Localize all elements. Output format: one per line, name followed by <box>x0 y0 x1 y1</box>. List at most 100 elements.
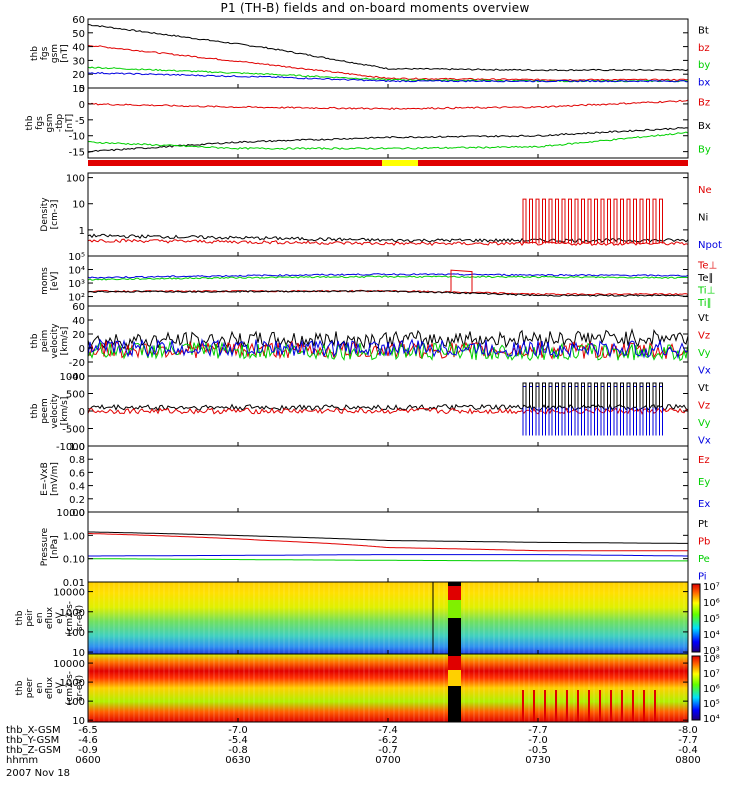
y-axis-label: peim <box>40 330 50 353</box>
legend-entry: By <box>698 144 711 155</box>
ephemeris-value: -6.5 <box>78 725 98 736</box>
heatmap-texture <box>308 582 310 654</box>
y-axis-label: eflux <box>45 606 55 629</box>
heatmap-texture <box>93 582 95 654</box>
panel-plot-area-10 <box>88 654 688 722</box>
legend-entry: Vy <box>698 418 711 429</box>
heatmap-texture <box>493 582 495 654</box>
legend-entry: Bt <box>698 26 709 37</box>
heatmap-texture <box>253 654 255 722</box>
heatmap-texture <box>608 654 610 722</box>
heatmap-texture <box>433 582 435 654</box>
heatmap-texture <box>128 654 130 722</box>
heatmap-texture <box>98 654 100 722</box>
heatmap-texture <box>113 582 115 654</box>
heatmap-texture <box>648 654 650 722</box>
heatmap-texture <box>443 582 445 654</box>
heatmap-texture <box>558 582 560 654</box>
series-line-bz <box>88 44 688 81</box>
heatmap-texture <box>238 582 240 654</box>
y-tick-label: -5 <box>75 116 85 127</box>
heatmap-texture <box>308 654 310 722</box>
heatmap-texture <box>658 654 660 722</box>
y-tick-label: 10³ <box>68 279 85 290</box>
legend-entry: Pb <box>698 536 710 547</box>
heatmap-texture <box>258 654 260 722</box>
heatmap-texture <box>548 582 550 654</box>
legend-entry: Vz <box>698 330 710 341</box>
heatmap-texture <box>103 582 105 654</box>
heatmap-texture <box>253 582 255 654</box>
y-tick-label: -1000 <box>56 442 85 453</box>
periodic-segment <box>522 198 663 244</box>
y-tick-label: 0.0 <box>69 508 85 519</box>
heatmap-texture <box>198 654 200 722</box>
heatmap-texture <box>108 654 110 722</box>
heatmap-texture <box>208 582 210 654</box>
heatmap-texture <box>138 654 140 722</box>
heatmap-texture <box>228 582 230 654</box>
legend-entry: Vt <box>698 313 709 324</box>
heatmap-texture <box>498 654 500 722</box>
heatmap-texture <box>433 654 435 722</box>
legend-entry: Ne <box>698 185 712 196</box>
heatmap-texture <box>373 582 375 654</box>
y-tick-label: 0.01 <box>63 578 85 589</box>
heatmap-texture <box>443 654 445 722</box>
heatmap-texture <box>173 654 175 722</box>
heatmap-texture <box>408 582 410 654</box>
y-axis-label: moms <box>40 267 50 295</box>
heatmap-texture <box>628 654 630 722</box>
colorbar-tick-label: 10⁷ <box>703 669 720 680</box>
panel-plot-area-8 <box>88 531 688 562</box>
heatmap-texture <box>203 582 205 654</box>
heatmap-texture <box>278 582 280 654</box>
y-axis-label: eV <box>55 611 65 624</box>
ephemeris-value: -0.8 <box>228 745 248 756</box>
ephemeris-value: -0.5 <box>528 745 548 756</box>
heatmap-texture <box>128 582 130 654</box>
heatmap-texture <box>513 582 515 654</box>
heatmap-texture <box>223 582 225 654</box>
heatmap-texture <box>343 654 345 722</box>
heatmap-texture <box>323 582 325 654</box>
y-tick-label: 0.10 <box>63 555 85 566</box>
y-tick-label: 1.0 <box>69 442 85 453</box>
heatmap-texture <box>138 582 140 654</box>
heatmap-texture <box>463 582 465 654</box>
gap-band <box>448 600 461 618</box>
heatmap-texture <box>563 654 565 722</box>
legend-entry: bz <box>698 43 710 54</box>
heatmap-texture <box>683 582 685 654</box>
y-axis-label: en <box>35 682 45 693</box>
heatmap-texture <box>658 582 660 654</box>
heatmap-texture <box>378 654 380 722</box>
heatmap-texture <box>598 582 600 654</box>
heatmap-texture <box>208 654 210 722</box>
heatmap-texture <box>333 582 335 654</box>
panel-plot-area-2 <box>88 99 688 153</box>
heatmap-texture <box>368 654 370 722</box>
y-tick-label: 1000 <box>60 372 85 383</box>
heatmap-texture <box>678 582 680 654</box>
heatmap-texture <box>653 654 655 722</box>
gap-band <box>448 656 461 670</box>
colorbar-tick-label: 10⁵ <box>703 614 720 625</box>
heatmap-texture <box>618 582 620 654</box>
heatmap-texture <box>393 582 395 654</box>
heatmap-texture <box>298 582 300 654</box>
heatmap-texture <box>538 654 540 722</box>
y-tick-label: 500 <box>66 390 85 401</box>
heatmap-texture <box>568 654 570 722</box>
panel-frame-7 <box>87 445 689 513</box>
y-axis-label: thb <box>30 46 40 61</box>
heatmap-texture <box>673 654 675 722</box>
heatmap-texture <box>133 582 135 654</box>
status-bar-segment <box>382 160 418 166</box>
y-axis-label: -tbp <box>55 114 65 132</box>
y-tick-label: 0.6 <box>69 468 85 479</box>
y-tick-label: 20 <box>72 330 85 341</box>
heatmap-texture <box>478 582 480 654</box>
date-label: 2007 Nov 18 <box>6 768 70 779</box>
heatmap-texture <box>663 654 665 722</box>
